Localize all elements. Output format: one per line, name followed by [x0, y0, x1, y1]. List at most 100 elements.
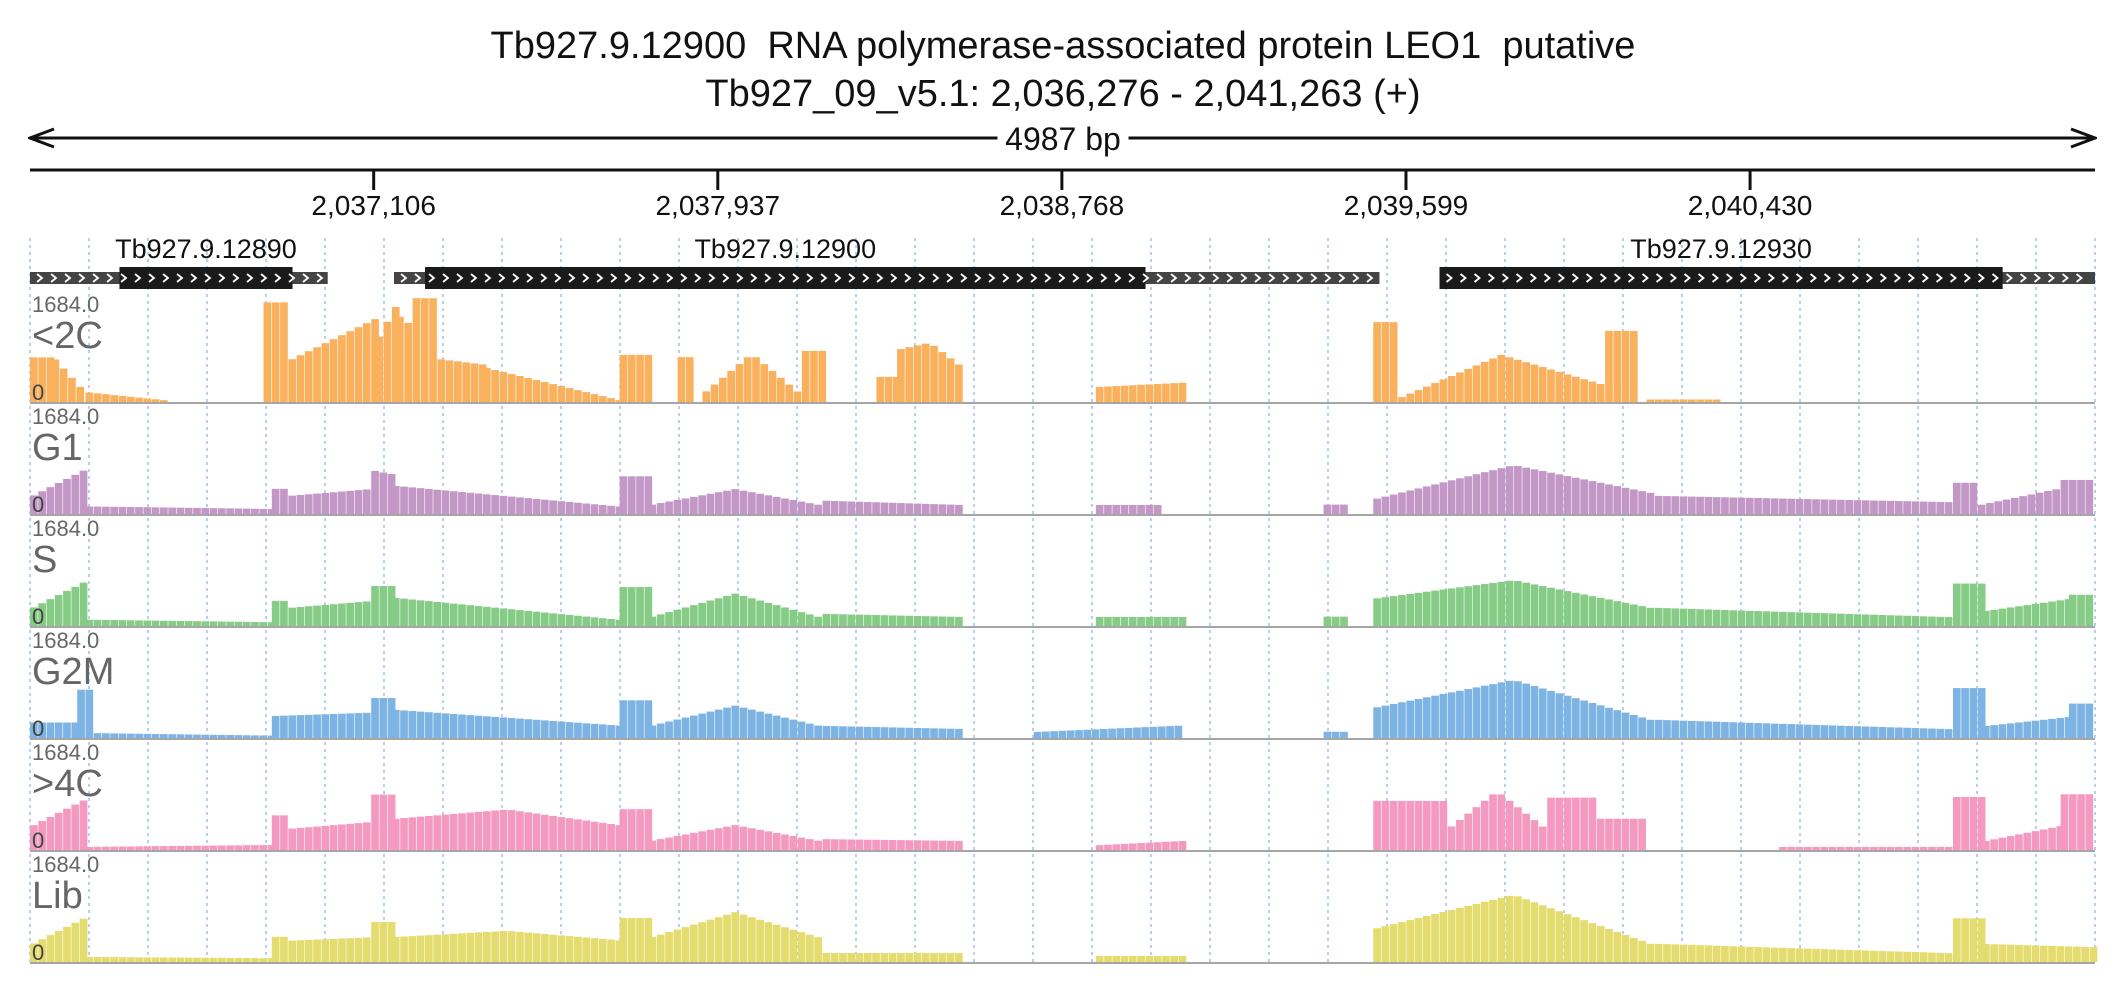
coverage-bar — [234, 508, 243, 514]
coverage-bar — [321, 939, 330, 962]
track-label: Lib — [32, 875, 83, 917]
coverage-bar — [1828, 846, 1837, 850]
strand-chevron — [120, 273, 128, 283]
coverage-bar — [466, 492, 475, 514]
coverage-bar — [1605, 929, 1613, 962]
coverage-bar — [872, 502, 880, 514]
coverage-bar — [607, 725, 615, 738]
coverage-bar — [176, 845, 185, 850]
coverage-bar — [379, 472, 388, 514]
coverage-bar — [1464, 368, 1473, 402]
coverage-bar — [425, 935, 433, 962]
coverage-bar — [644, 700, 653, 738]
coverage-bar — [590, 723, 599, 738]
coverage-bar — [938, 616, 947, 626]
coverage-bar — [379, 794, 388, 850]
coverage-bar — [880, 502, 889, 514]
coverage-bar — [1522, 362, 1531, 402]
strand-chevron — [1170, 273, 1178, 283]
coverage-bar — [1729, 497, 1738, 514]
coverage-bar — [830, 839, 839, 850]
coverage-bar — [818, 350, 827, 402]
coverage-bar — [387, 794, 396, 850]
coverage-bar — [1514, 896, 1522, 962]
strand-chevron — [1254, 273, 1262, 283]
coverage-bar — [1095, 955, 1104, 962]
coverage-bar — [619, 918, 628, 962]
coverage-bar — [59, 368, 68, 402]
coverage-bar — [921, 503, 930, 514]
coverage-bar — [271, 936, 280, 962]
coverage-bar — [789, 500, 798, 514]
coverage-bar — [474, 606, 483, 626]
coverage-bar — [955, 616, 963, 626]
coverage-bar — [743, 357, 752, 402]
strand-chevron — [134, 273, 142, 283]
coverage-bar — [280, 936, 288, 962]
coverage-bar — [1505, 580, 1514, 626]
coverage-bar — [1990, 725, 1998, 738]
coverage-bar — [756, 600, 764, 626]
coverage-bar — [540, 612, 549, 626]
coverage-bar — [400, 598, 408, 626]
coverage-bar — [764, 495, 773, 514]
coverage-bar — [1153, 383, 1162, 402]
strand-chevron — [722, 273, 730, 283]
coverage-bar — [151, 957, 160, 962]
coverage-bar — [615, 825, 624, 850]
coverage-bar — [1128, 843, 1137, 850]
coverage-bar — [549, 384, 557, 402]
coverage-bar — [1128, 504, 1137, 514]
coverage-bar — [1795, 948, 1804, 962]
coverage-bar — [2048, 945, 2056, 962]
coverage-bar — [855, 501, 864, 514]
coverage-bar — [2006, 723, 2015, 738]
coverage-bar — [1990, 839, 1998, 850]
coverage-bar — [1977, 688, 1986, 738]
coverage-bar — [267, 508, 276, 514]
strand-chevron — [1459, 273, 1467, 283]
strand-chevron — [1935, 273, 1943, 283]
strand-chevron — [876, 273, 884, 283]
coverage-bar — [540, 814, 549, 850]
coverage-bar — [1538, 367, 1547, 402]
strand-chevron — [1585, 273, 1593, 283]
coverage-bar — [304, 494, 313, 514]
coverage-bar — [1572, 917, 1580, 962]
coverage-bar — [768, 370, 777, 402]
coverage-bar — [135, 957, 143, 962]
coverage-bar — [296, 940, 305, 962]
coverage-bar — [607, 398, 615, 402]
coverage-bar — [706, 711, 715, 738]
coverage-bar — [698, 713, 707, 738]
coverage-bar — [30, 722, 38, 738]
coverage-bar — [814, 504, 822, 514]
coverage-bar — [690, 832, 698, 850]
coverage-bar — [126, 396, 135, 402]
coverage-bar — [1563, 797, 1572, 850]
coverage-bar — [532, 933, 541, 962]
coverage-bar — [1861, 726, 1870, 738]
coverage-bar — [830, 952, 839, 962]
coverage-bar — [2081, 946, 2090, 962]
coverage-bar — [1555, 371, 1564, 402]
coverage-bar — [565, 501, 574, 514]
coverage-bar — [313, 939, 321, 962]
coverage-bar — [433, 489, 441, 514]
coverage-bar — [1112, 616, 1121, 626]
coverage-bar — [499, 495, 508, 514]
coverage-bar — [897, 952, 905, 962]
coverage-bar — [876, 376, 885, 402]
coverage-bar — [1153, 504, 1162, 514]
coverage-bar — [830, 726, 839, 738]
coverage-bar — [354, 602, 363, 626]
coverage-bar — [863, 614, 872, 626]
coverage-bar — [1919, 846, 1928, 850]
coverage-bar — [748, 492, 756, 514]
coverage-bar — [781, 717, 789, 738]
coverage-bar — [329, 938, 338, 962]
coverage-bar — [1646, 719, 1655, 738]
strand-chevron — [582, 273, 590, 283]
coverage-bar — [93, 393, 102, 402]
coverage-bar — [1033, 731, 1042, 738]
